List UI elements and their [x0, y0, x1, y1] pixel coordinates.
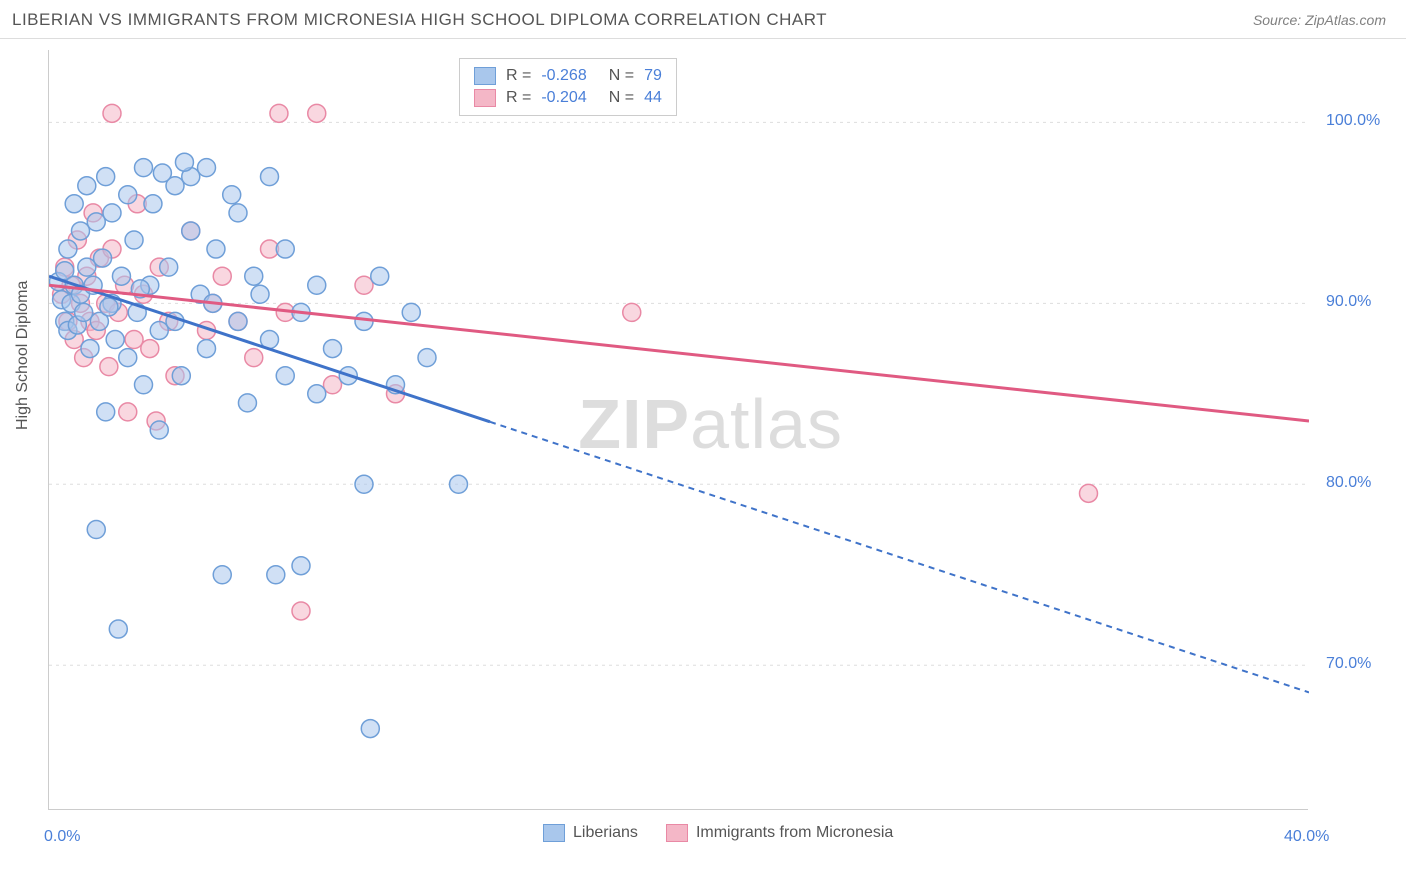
- legend-stat-row: R = -0.268 N = 79: [474, 65, 662, 87]
- legend-series-label: Liberians: [573, 824, 638, 842]
- correlation-legend: R = -0.268 N = 79 R = -0.204 N = 44: [459, 58, 677, 116]
- scatter-svg: [49, 50, 1309, 810]
- legend-r-label: R =: [506, 67, 531, 85]
- chart-title: LIBERIAN VS IMMIGRANTS FROM MICRONESIA H…: [12, 10, 827, 30]
- x-tick-label: 0.0%: [44, 828, 80, 846]
- y-axis-label: High School Diploma: [14, 281, 32, 430]
- series-legend: Liberians Immigrants from Micronesia: [543, 824, 893, 842]
- legend-n-label: N =: [609, 67, 634, 85]
- legend-swatch: [543, 824, 565, 842]
- legend-r-value: -0.204: [541, 89, 586, 107]
- legend-swatch: [474, 89, 496, 107]
- y-tick-label: 70.0%: [1326, 655, 1371, 673]
- x-tick-label: 40.0%: [1284, 828, 1329, 846]
- chart-plot-area: ZIPatlas R =-0.268N =79R =-0.204N =44: [48, 50, 1308, 810]
- legend-item: Liberians: [543, 824, 638, 842]
- legend-r-label: R =: [506, 89, 531, 107]
- y-tick-label: 80.0%: [1326, 474, 1371, 492]
- y-tick-label: 90.0%: [1326, 293, 1371, 311]
- legend-stat-row: R = -0.204 N = 44: [474, 87, 662, 109]
- legend-item: Immigrants from Micronesia: [666, 824, 893, 842]
- legend-swatch: [474, 67, 496, 85]
- legend-r-value: -0.268: [541, 67, 586, 85]
- legend-n-value: 79: [644, 67, 662, 85]
- legend-series-label: Immigrants from Micronesia: [696, 824, 893, 842]
- chart-source: Source: ZipAtlas.com: [1253, 12, 1386, 28]
- chart-header: LIBERIAN VS IMMIGRANTS FROM MICRONESIA H…: [0, 0, 1406, 39]
- legend-swatch: [666, 824, 688, 842]
- legend-n-label: N =: [609, 89, 634, 107]
- legend-n-value: 44: [644, 89, 662, 107]
- y-tick-label: 100.0%: [1326, 112, 1380, 130]
